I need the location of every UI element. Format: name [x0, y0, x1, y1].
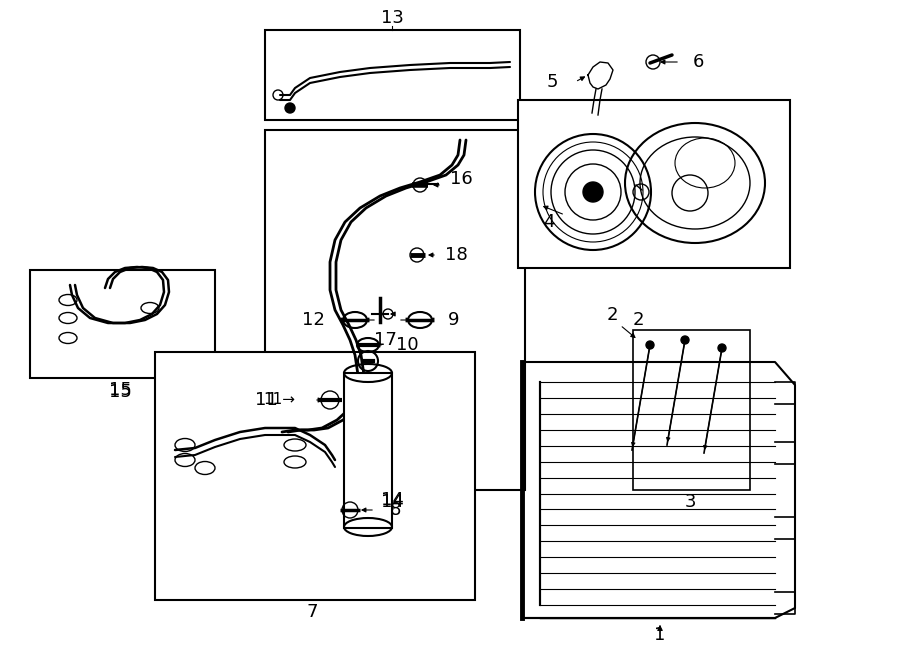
- Text: 14: 14: [381, 493, 403, 511]
- Bar: [30, 270, 215, 378]
- Text: 15: 15: [109, 383, 131, 401]
- Bar: [265, 30, 520, 120]
- Text: 14: 14: [381, 491, 403, 509]
- Text: 1: 1: [654, 626, 666, 644]
- Bar: [518, 100, 790, 268]
- Text: 15: 15: [109, 381, 131, 399]
- Circle shape: [718, 344, 726, 352]
- Bar: [633, 330, 750, 490]
- Text: 8: 8: [390, 501, 401, 519]
- Text: 18: 18: [445, 246, 468, 264]
- Text: 12: 12: [302, 311, 325, 329]
- Text: 7: 7: [306, 603, 318, 621]
- Bar: [265, 130, 525, 490]
- Bar: [344, 373, 392, 528]
- Text: 10: 10: [396, 336, 418, 354]
- Text: 2: 2: [607, 306, 618, 324]
- Bar: [155, 352, 475, 600]
- Circle shape: [285, 103, 295, 113]
- Text: 3: 3: [684, 493, 696, 511]
- Circle shape: [583, 182, 603, 202]
- Text: 2: 2: [632, 311, 644, 329]
- Text: 17: 17: [374, 331, 396, 349]
- Text: 13: 13: [381, 9, 403, 27]
- Text: 11: 11: [256, 391, 278, 409]
- Text: 11→: 11→: [263, 393, 295, 407]
- Text: 5: 5: [546, 73, 558, 91]
- Circle shape: [646, 341, 654, 349]
- Text: 6: 6: [693, 53, 705, 71]
- Text: 4: 4: [544, 213, 555, 231]
- Text: 9: 9: [448, 311, 460, 329]
- Circle shape: [681, 336, 689, 344]
- Text: 16: 16: [450, 170, 472, 188]
